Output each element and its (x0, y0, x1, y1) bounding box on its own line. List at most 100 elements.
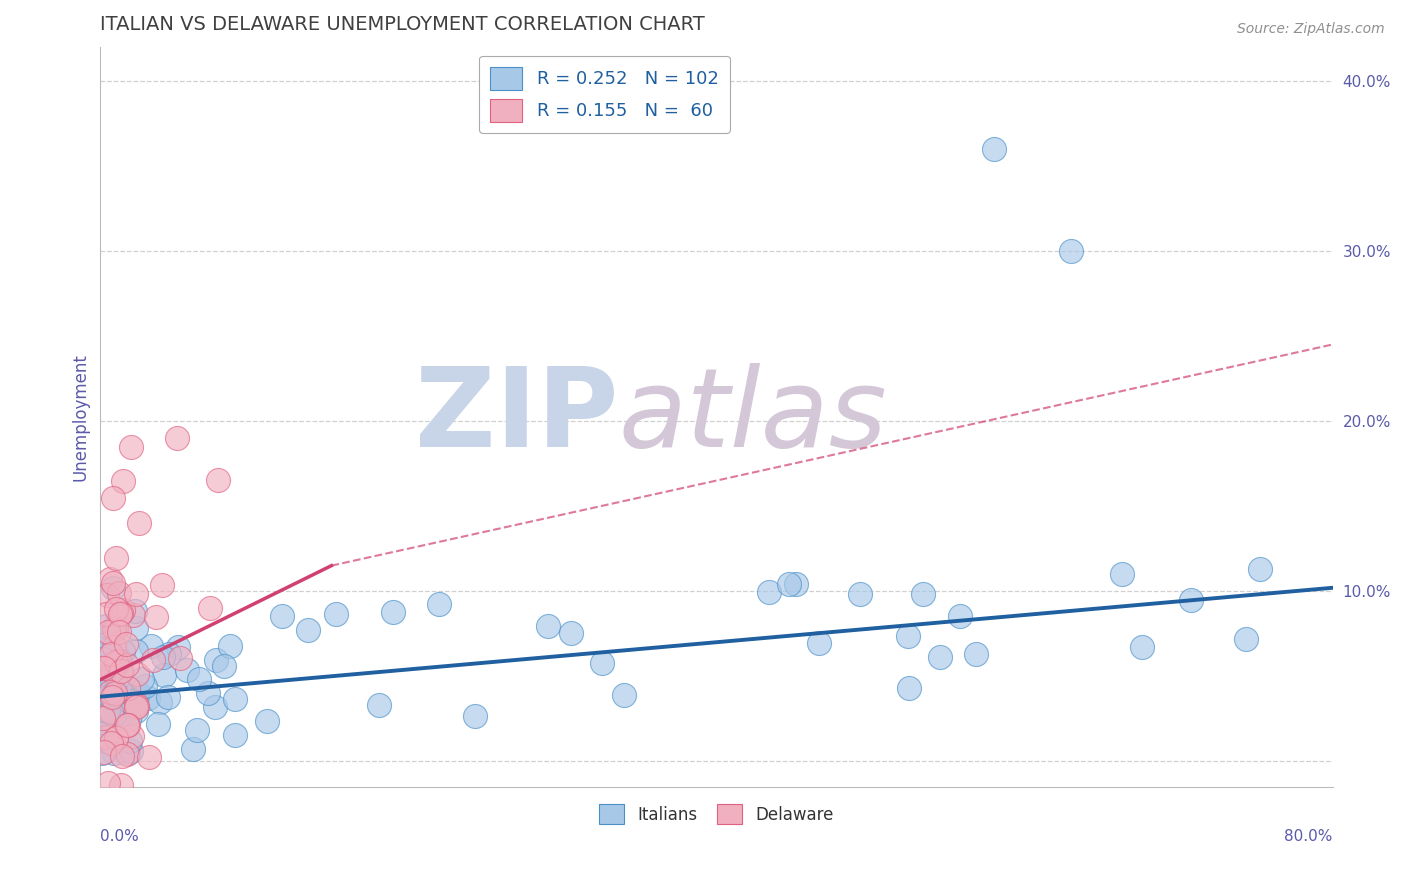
Point (186, 723, 208, 737)
Point (111, 669, 134, 683)
Point (96, 722, 118, 736)
Point (107, 714, 129, 728)
Text: 80.0%: 80.0% (1285, 830, 1333, 845)
Point (101, 665, 124, 679)
Point (91, 652, 114, 666)
Point (93, 661, 115, 675)
Point (97, 704, 120, 718)
Point (157, 690, 180, 704)
Point (94, 730, 117, 744)
Point (181, 742, 204, 756)
Point (142, 653, 165, 667)
Point (149, 695, 172, 709)
Point (758, 585, 780, 599)
Point (110, 778, 132, 792)
Point (91, 671, 114, 685)
Point (136, 691, 159, 706)
Point (219, 639, 242, 653)
Point (115, 747, 138, 761)
Point (207, 473, 229, 487)
Legend: Italians, Delaware: Italians, Delaware (592, 797, 841, 830)
Point (152, 577, 174, 591)
Point (197, 686, 219, 700)
Point (98, 628, 121, 642)
Point (107, 624, 129, 639)
Point (153, 668, 176, 682)
Point (97, 689, 120, 703)
Point (166, 431, 188, 445)
Point (537, 619, 560, 633)
Point (108, 682, 131, 697)
Point (1249, 562, 1271, 576)
Point (104, 685, 127, 699)
Point (270, 609, 292, 624)
Point (105, 730, 128, 744)
Point (224, 692, 246, 706)
Point (125, 685, 148, 699)
Point (96, 707, 118, 722)
Point (125, 621, 148, 635)
Point (214, 659, 236, 673)
Point (256, 714, 278, 728)
Point (117, 718, 139, 732)
Point (97, 681, 120, 696)
Point (93, 664, 115, 678)
Point (169, 651, 191, 665)
Point (138, 750, 160, 764)
Point (117, 746, 139, 760)
Point (125, 700, 148, 714)
Point (124, 693, 146, 707)
Point (115, 657, 138, 672)
Point (325, 607, 347, 621)
Point (125, 704, 148, 718)
Point (176, 663, 198, 677)
Point (152, 650, 174, 665)
Point (983, 142, 1005, 156)
Point (96, 637, 118, 651)
Point (125, 587, 148, 601)
Point (96, 698, 118, 713)
Point (100, 647, 122, 661)
Point (897, 628, 920, 642)
Point (124, 697, 146, 711)
Point (134, 679, 156, 693)
Point (120, 734, 142, 748)
Point (111, 603, 134, 617)
Point (105, 731, 128, 745)
Point (103, 707, 125, 722)
Point (122, 607, 145, 622)
Point (93, 745, 115, 759)
Point (187, 673, 209, 687)
Point (111, 643, 134, 657)
Point (117, 681, 139, 695)
Point (104, 551, 127, 566)
Point (101, 491, 124, 505)
Point (591, 656, 613, 670)
Point (103, 640, 125, 654)
Point (104, 655, 127, 669)
Point (101, 576, 124, 591)
Point (929, 650, 952, 665)
Point (91, 746, 114, 760)
Text: atlas: atlas (619, 363, 887, 470)
Point (101, 581, 124, 595)
Point (139, 639, 162, 653)
Point (91, 721, 114, 735)
Point (118, 712, 141, 726)
Point (807, 636, 830, 650)
Point (96, 588, 118, 602)
Point (125, 667, 148, 681)
Text: Source: ZipAtlas.com: Source: ZipAtlas.com (1237, 22, 1385, 37)
Point (613, 688, 636, 702)
Point (103, 620, 125, 634)
Point (115, 637, 138, 651)
Point (103, 670, 125, 684)
Point (93, 675, 115, 690)
Point (224, 728, 246, 742)
Point (1111, 567, 1133, 582)
Point (778, 577, 800, 591)
Point (1234, 632, 1257, 647)
Point (91, 661, 114, 675)
Point (128, 516, 150, 530)
Point (849, 587, 872, 601)
